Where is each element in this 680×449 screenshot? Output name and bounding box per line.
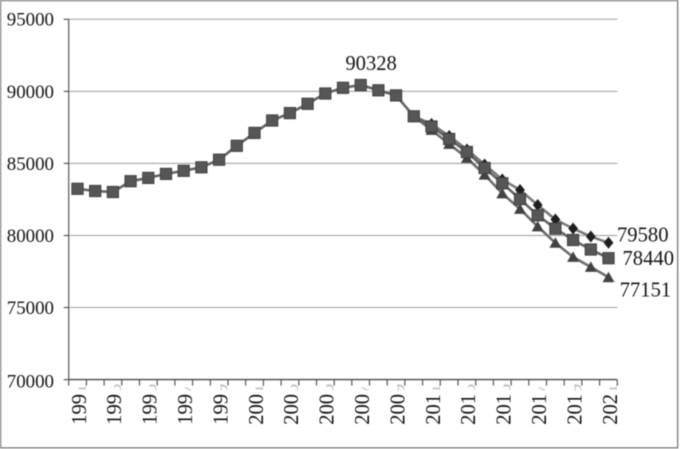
svg-text:200: 200 bbox=[246, 394, 268, 425]
svg-text:201: 201 bbox=[564, 394, 586, 425]
svg-text:199: 199 bbox=[69, 394, 91, 425]
svg-text:85000: 85000 bbox=[7, 154, 54, 175]
svg-text:7: 7 bbox=[529, 384, 551, 394]
svg-text:9: 9 bbox=[564, 384, 586, 394]
svg-text:3: 3 bbox=[458, 384, 480, 394]
svg-text:3: 3 bbox=[104, 384, 126, 394]
svg-text:90328: 90328 bbox=[345, 53, 396, 75]
svg-text:9: 9 bbox=[210, 384, 232, 394]
svg-text:200: 200 bbox=[352, 394, 374, 425]
svg-text:1: 1 bbox=[69, 384, 91, 394]
svg-text:199: 199 bbox=[140, 394, 162, 425]
svg-text:90000: 90000 bbox=[7, 82, 54, 103]
svg-text:202: 202 bbox=[600, 394, 622, 425]
svg-text:77151: 77151 bbox=[620, 280, 671, 302]
svg-text:201: 201 bbox=[529, 394, 551, 425]
svg-text:78440: 78440 bbox=[623, 248, 674, 270]
svg-text:201: 201 bbox=[458, 394, 480, 425]
svg-text:200: 200 bbox=[387, 394, 409, 425]
svg-text:199: 199 bbox=[104, 394, 126, 425]
svg-text:5: 5 bbox=[140, 384, 162, 394]
svg-text:5: 5 bbox=[494, 384, 516, 394]
svg-text:95000: 95000 bbox=[7, 10, 54, 31]
svg-text:1: 1 bbox=[246, 384, 268, 394]
svg-text:7: 7 bbox=[352, 384, 374, 394]
svg-text:201: 201 bbox=[494, 394, 516, 425]
svg-text:199: 199 bbox=[210, 394, 232, 425]
svg-text:9: 9 bbox=[387, 384, 409, 394]
svg-text:79580: 79580 bbox=[617, 224, 668, 246]
svg-text:80000: 80000 bbox=[7, 226, 54, 247]
svg-text:5: 5 bbox=[317, 384, 339, 394]
svg-text:200: 200 bbox=[317, 394, 339, 425]
svg-text:1: 1 bbox=[423, 384, 445, 394]
svg-text:70000: 70000 bbox=[7, 372, 54, 393]
svg-text:75000: 75000 bbox=[7, 298, 54, 319]
svg-text:201: 201 bbox=[423, 394, 445, 425]
svg-text:7: 7 bbox=[175, 384, 197, 394]
svg-text:200: 200 bbox=[281, 394, 303, 425]
svg-text:3: 3 bbox=[281, 384, 303, 394]
svg-text:199: 199 bbox=[175, 394, 197, 425]
svg-text:1: 1 bbox=[600, 384, 622, 394]
